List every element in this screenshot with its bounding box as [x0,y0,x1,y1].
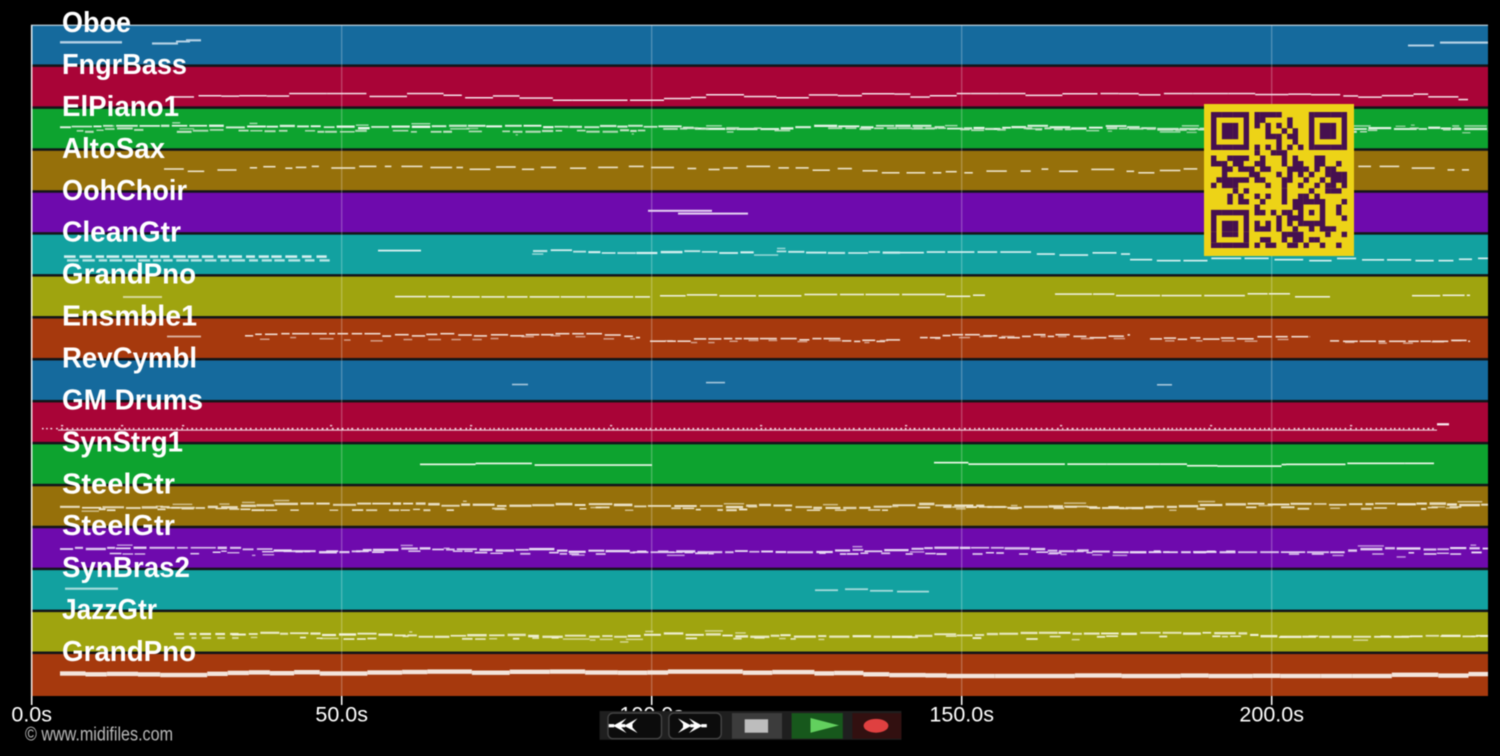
svg-text:SteelGtr: SteelGtr [62,468,175,500]
svg-text:SteelGtr: SteelGtr [62,510,175,542]
svg-text:ElPiano1: ElPiano1 [62,91,179,123]
svg-text:CleanGtr: CleanGtr [62,217,181,249]
svg-text:SynStrg1: SynStrg1 [62,426,183,458]
svg-text:GM Drums: GM Drums [62,384,203,416]
svg-text:GrandPno: GrandPno [62,636,196,668]
svg-text:SynBras2: SynBras2 [62,552,190,584]
svg-text:150.0s: 150.0s [929,703,994,727]
svg-text:50.0s: 50.0s [315,703,368,727]
svg-text:JazzGtr: JazzGtr [62,594,157,626]
svg-text:AltoSax: AltoSax [62,133,165,165]
svg-text:Ensmble1: Ensmble1 [62,301,197,333]
svg-text:FngrBass: FngrBass [62,49,187,81]
svg-text:OohChoir: OohChoir [62,175,187,207]
svg-text:200.0s: 200.0s [1239,703,1304,727]
svg-text:© www.midifiles.com: © www.midifiles.com [25,725,173,746]
svg-text:GrandPno: GrandPno [62,259,196,291]
svg-text:Oboe: Oboe [62,7,131,39]
svg-text:RevCymbl: RevCymbl [62,343,197,375]
svg-text:0.0s: 0.0s [11,703,52,727]
